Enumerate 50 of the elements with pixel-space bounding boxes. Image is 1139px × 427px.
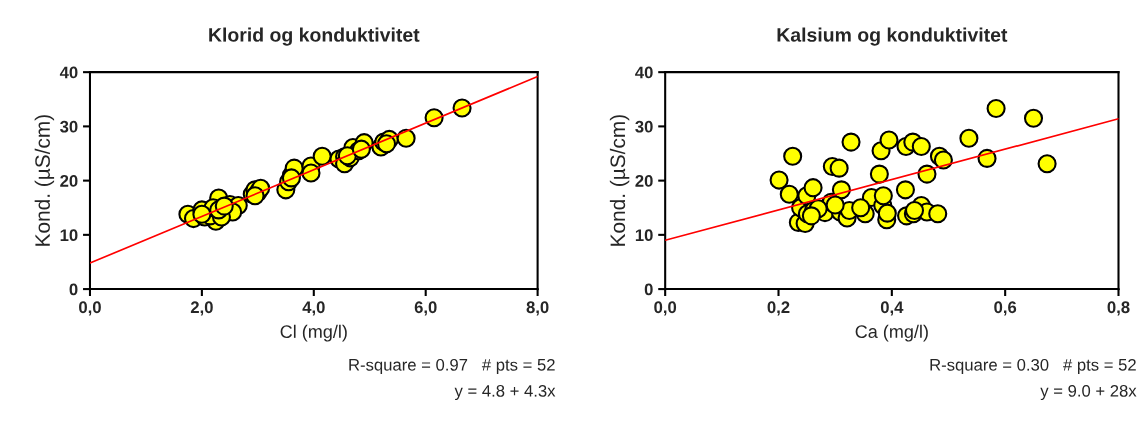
y-tick-label: 30 [635, 120, 653, 133]
y-axis-title: Kond. (µS/cm) [34, 115, 55, 246]
text: R-square = 0.30 # pts = 52 [930, 358, 1136, 375]
y-tick-label: 0 [69, 283, 78, 296]
x-tick-label: 4,0 [302, 301, 325, 316]
point [911, 136, 931, 156]
x-tick-label: 0,6 [994, 301, 1017, 316]
point [873, 186, 893, 206]
y-tick-label: 10 [60, 229, 78, 242]
point [312, 146, 332, 166]
y-axis-title: Kond. (µS/cm) [609, 115, 630, 246]
x-axis-title: Cl (mg/l) [280, 324, 347, 342]
text: y = 9.0 + 28x [1040, 384, 1137, 401]
chart-title: Kalsium og konduktivitet [777, 27, 1008, 46]
point [779, 184, 799, 204]
point [783, 146, 803, 166]
y-tick-label: 40 [635, 66, 653, 79]
y-tick-label: 40 [59, 66, 78, 79]
point [928, 204, 948, 224]
x-tick-label: 2,0 [190, 301, 213, 316]
point [879, 130, 899, 150]
point [869, 164, 889, 184]
y-tick-label: 10 [635, 229, 653, 242]
point [1023, 108, 1044, 128]
point [877, 203, 897, 223]
chart-title: Klorid og konduktivitet [209, 27, 420, 46]
x-tick-label: 0,0 [79, 301, 101, 316]
text: R-square = 0.97 # pts = 52 [349, 358, 555, 375]
point [396, 128, 416, 148]
point [769, 170, 789, 190]
point [851, 198, 871, 218]
point [829, 158, 849, 178]
x-tick-label: 0,4 [880, 301, 904, 316]
point [1037, 154, 1057, 174]
x-tick-label: 0,2 [767, 301, 790, 316]
point [895, 180, 915, 200]
x-tick-label: 0,0 [654, 301, 677, 316]
x-tick-label: 0,8 [1107, 301, 1130, 316]
x-tick-label: 6,0 [414, 301, 437, 316]
y-tick-label: 0 [644, 283, 653, 296]
y-tick-label: 20 [60, 175, 78, 187]
text: y = 4.8 + 4.3x [454, 384, 556, 401]
point [959, 128, 979, 148]
x-tick-label: 8,0 [526, 301, 549, 316]
x-axis-title: Ca (mg/l) [855, 324, 928, 342]
point [803, 178, 823, 198]
y-tick-label: 30 [60, 120, 78, 133]
point [986, 98, 1006, 119]
y-tick-label: 20 [635, 175, 653, 187]
point [841, 132, 861, 152]
